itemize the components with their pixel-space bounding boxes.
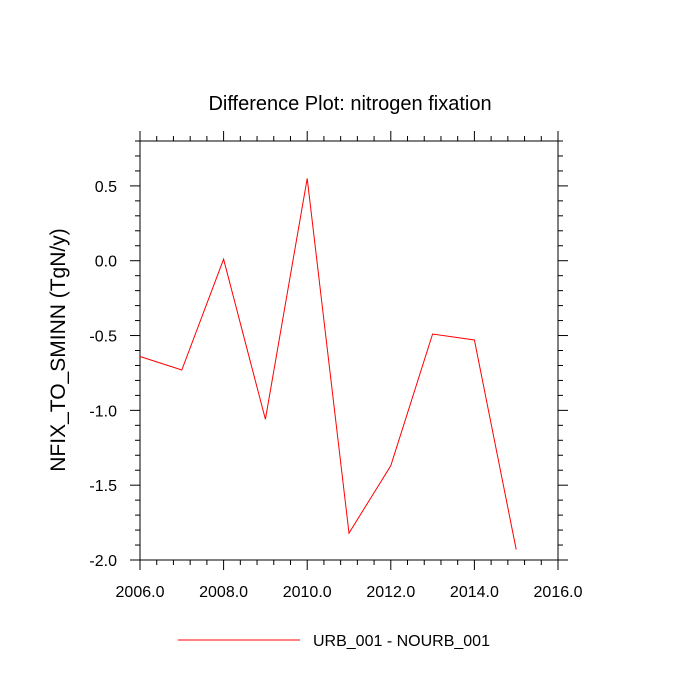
legend: URB_001 - NOURB_001 — [178, 633, 490, 650]
y-tick-label: 0.0 — [95, 254, 117, 271]
y-tick-label: 0.5 — [95, 179, 117, 196]
data-point — [432, 333, 434, 335]
x-tick-labels: 2006.0 2008.0 2010.0 2012.0 2014.0 2016.0 — [116, 584, 583, 601]
data-point — [515, 549, 517, 551]
data-point — [265, 419, 267, 421]
plot-frame — [139, 140, 559, 561]
chart-title: Difference Plot: nitrogen fixation — [208, 93, 491, 115]
data-point — [390, 465, 392, 467]
x-tick-label: 2016.0 — [534, 584, 583, 601]
x-tick-label: 2010.0 — [283, 584, 332, 601]
data-point — [181, 369, 183, 371]
data-point — [348, 532, 350, 534]
x-tick-label: 2012.0 — [366, 584, 415, 601]
x-tick-label: 2014.0 — [450, 584, 499, 601]
series-layer — [139, 178, 517, 551]
data-point — [139, 356, 141, 358]
y-tick-label: -2.0 — [89, 553, 117, 570]
y-tick-label: -1.5 — [89, 478, 117, 495]
x-tick-label: 2006.0 — [116, 584, 165, 601]
y-axis-label: NFIX_TO_SMINN (TgN/y) — [47, 228, 70, 471]
data-point — [223, 258, 225, 260]
major-ticks — [130, 131, 568, 570]
x-tick-label: 2008.0 — [199, 584, 248, 601]
legend-label: URB_001 - NOURB_001 — [313, 633, 490, 650]
series-line — [139, 178, 517, 550]
y-tick-labels: 0.5 0.0 -0.5 -1.0 -1.5 -2.0 — [89, 179, 117, 570]
y-tick-label: -0.5 — [89, 329, 117, 346]
y-tick-label: -1.0 — [89, 403, 117, 420]
minor-ticks — [135, 136, 563, 565]
data-point — [474, 339, 476, 341]
data-point — [306, 178, 308, 180]
